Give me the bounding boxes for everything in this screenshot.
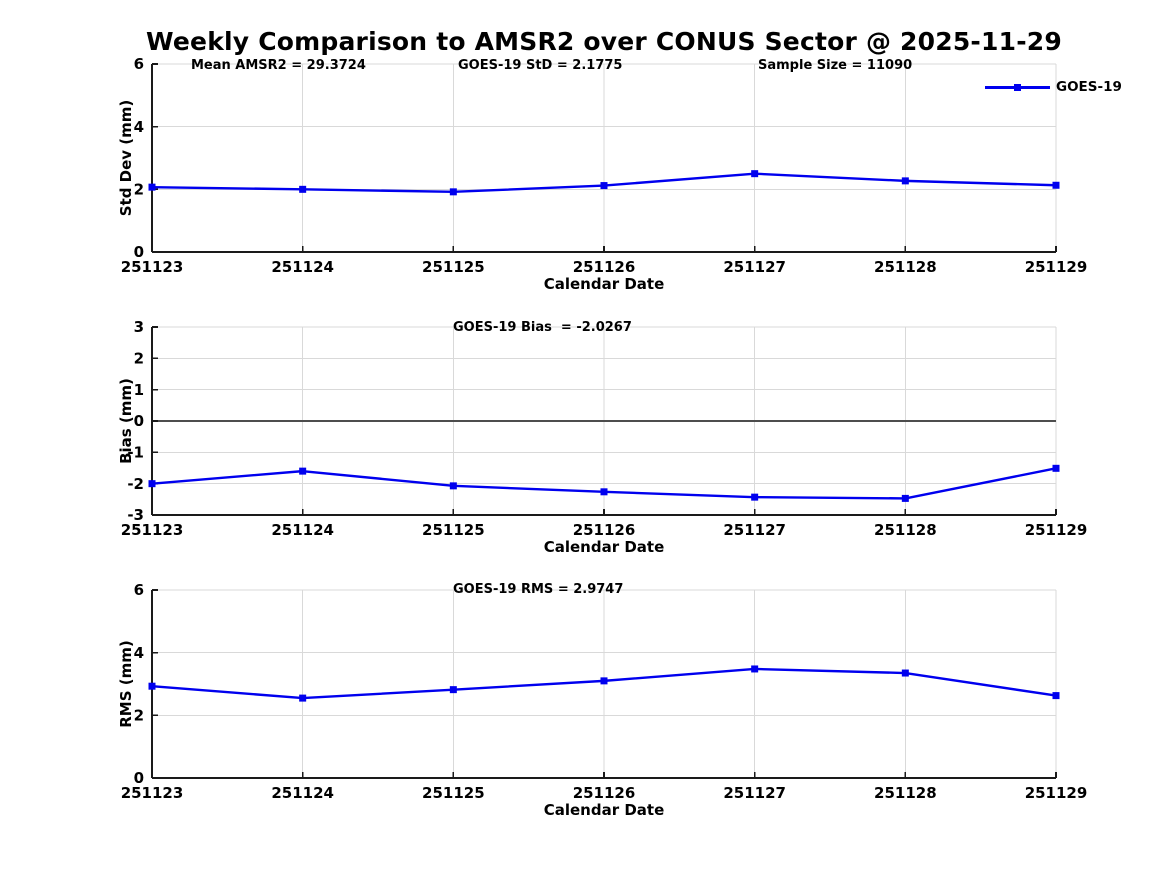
x-tick-label: 251129 <box>1025 784 1088 802</box>
x-tick-label: 251128 <box>874 784 937 802</box>
y-tick-label: 2 <box>134 181 144 199</box>
data-point-marker <box>299 694 307 702</box>
x-tick-label: 251127 <box>723 521 786 539</box>
x-tick-label: 251129 <box>1025 521 1088 539</box>
y-tick-label: 0 <box>134 243 144 261</box>
y-tick-label: 6 <box>134 581 144 599</box>
legend-label-goes19: GOES-19 <box>1056 79 1122 95</box>
annotation-goes19-bias: GOES-19 Bias = -2.0267 <box>453 320 632 335</box>
x-tick-label: 251123 <box>121 258 184 276</box>
data-point-marker <box>148 682 156 690</box>
x-tick-label: 251124 <box>271 521 334 539</box>
data-point-marker <box>901 177 909 185</box>
x-tick-label: 251126 <box>573 521 636 539</box>
y-tick-label: 6 <box>134 55 144 73</box>
stddev-y-axis-label: Std Dev (mm) <box>117 99 135 217</box>
y-tick-label: -2 <box>127 475 144 493</box>
data-point-marker <box>751 665 759 673</box>
data-point-marker <box>1052 464 1060 472</box>
figure-title: Weekly Comparison to AMSR2 over CONUS Se… <box>146 27 1062 56</box>
x-tick-label: 251125 <box>422 258 485 276</box>
legend-square-marker-icon <box>1014 84 1021 91</box>
annotation-mean-amsr2: Mean AMSR2 = 29.3724 <box>191 58 366 73</box>
data-point-marker <box>600 182 608 190</box>
y-tick-label: -1 <box>127 444 144 462</box>
legend: GOES-19 <box>985 79 1135 95</box>
y-tick-label: 3 <box>134 318 144 336</box>
data-point-marker <box>901 494 909 502</box>
y-tick-label: 0 <box>134 769 144 787</box>
rms-y-axis-label: RMS (mm) <box>117 640 135 728</box>
x-tick-label: 251127 <box>723 784 786 802</box>
x-tick-label: 251125 <box>422 784 485 802</box>
y-tick-label: -3 <box>127 506 144 524</box>
annotation-sample-size: Sample Size = 11090 <box>758 58 913 73</box>
data-point-marker <box>751 170 759 178</box>
data-point-marker <box>148 480 156 488</box>
x-tick-label: 251126 <box>573 784 636 802</box>
data-point-marker <box>299 467 307 475</box>
y-tick-label: 4 <box>134 118 144 136</box>
bias-x-axis-label: Calendar Date <box>543 538 665 556</box>
x-tick-label: 251123 <box>121 521 184 539</box>
x-tick-label: 251125 <box>422 521 485 539</box>
data-point-marker <box>901 669 909 677</box>
x-tick-label: 251128 <box>874 258 937 276</box>
y-tick-label: 4 <box>134 644 144 662</box>
data-point-marker <box>751 493 759 501</box>
y-tick-label: 0 <box>134 412 144 430</box>
rms-x-axis-label: Calendar Date <box>543 801 665 819</box>
annotation-goes19-std: GOES-19 StD = 2.1775 <box>458 58 623 73</box>
annotation-goes19-rms: GOES-19 RMS = 2.9747 <box>453 582 624 597</box>
x-tick-label: 251129 <box>1025 258 1088 276</box>
data-point-marker <box>449 686 457 694</box>
x-tick-label: 251128 <box>874 521 937 539</box>
x-tick-label: 251127 <box>723 258 786 276</box>
stddev-x-axis-label: Calendar Date <box>543 275 665 293</box>
x-tick-label: 251124 <box>271 258 334 276</box>
x-tick-label: 251123 <box>121 784 184 802</box>
data-point-marker <box>1052 181 1060 189</box>
y-tick-label: 2 <box>134 350 144 368</box>
x-tick-label: 251126 <box>573 258 636 276</box>
data-point-marker <box>148 183 156 191</box>
stddev-plot-area: 0 2 4 6 251123 251124 251125 251126 251127 251128… <box>121 55 1088 276</box>
data-point-marker <box>449 188 457 196</box>
data-point-marker <box>600 488 608 496</box>
y-tick-label: 1 <box>134 381 144 399</box>
data-point-marker <box>1052 692 1060 700</box>
y-tick-label: 2 <box>134 707 144 725</box>
data-point-marker <box>600 677 608 685</box>
data-point-marker <box>299 185 307 193</box>
x-tick-label: 251124 <box>271 784 334 802</box>
rms-plot-area: 0 2 4 6 251123 251124 251125 251126 251127 251128… <box>121 581 1088 802</box>
data-point-marker <box>449 482 457 490</box>
